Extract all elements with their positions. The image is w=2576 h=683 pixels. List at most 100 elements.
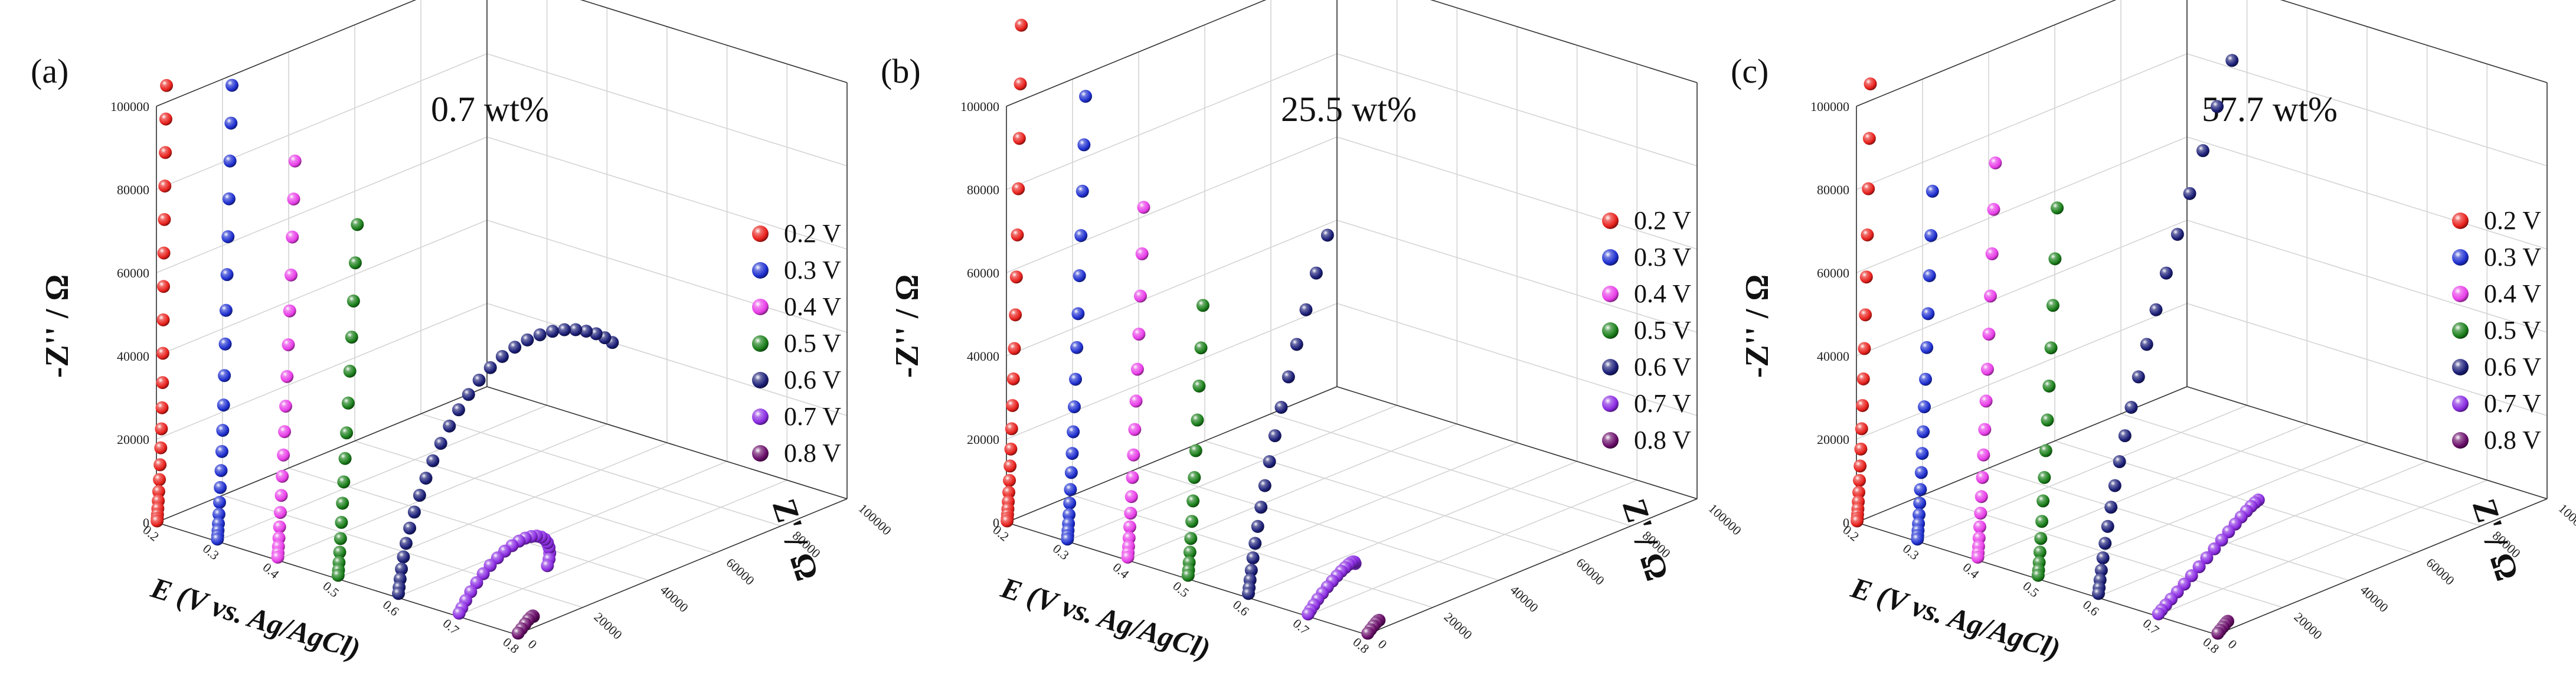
data-point <box>2036 494 2050 508</box>
data-point <box>1971 550 1985 564</box>
data-point <box>1064 483 1077 496</box>
legend-marker <box>1602 396 1619 412</box>
data-point <box>225 79 238 92</box>
data-point <box>1137 201 1150 214</box>
data-point <box>218 369 231 383</box>
data-point <box>1009 308 1022 322</box>
data-point <box>1014 77 1027 91</box>
legend-marker <box>2452 322 2469 339</box>
z-tick-label: 100000 <box>1810 99 1849 114</box>
legend-marker <box>1602 249 1619 266</box>
data-point <box>1980 362 1994 376</box>
data-point <box>1067 425 1080 439</box>
z-tick-label: 60000 <box>117 266 149 280</box>
panel-0: 0200004000060000800001000000.20.30.40.50… <box>31 0 894 665</box>
legend-marker <box>2452 249 2469 266</box>
grid-line <box>1006 136 1338 273</box>
data-point <box>219 303 233 317</box>
data-point <box>334 532 347 545</box>
data-point <box>158 213 171 226</box>
data-point <box>2215 533 2228 547</box>
data-point <box>558 323 571 336</box>
data-point <box>1005 422 1018 436</box>
data-point <box>2094 564 2108 577</box>
z-axis-title: -Z'' / Ω <box>889 274 926 378</box>
legend-label: 0.5 V <box>1634 316 1691 345</box>
data-point <box>1064 466 1078 479</box>
data-point <box>2101 519 2114 533</box>
y-tick-label: 0 <box>525 636 540 652</box>
grid-line <box>156 303 488 440</box>
data-point <box>1858 342 1871 355</box>
data-point <box>154 441 168 455</box>
data-point <box>1920 341 1934 354</box>
data-point <box>341 396 355 410</box>
data-point <box>153 473 166 486</box>
data-point <box>1979 394 1993 408</box>
data-point <box>157 280 171 293</box>
data-point <box>1862 182 1875 195</box>
data-point <box>452 403 465 417</box>
data-point <box>286 230 299 244</box>
data-point <box>157 246 171 260</box>
data-point <box>1914 483 1927 496</box>
data-point <box>340 426 354 440</box>
data-point <box>1859 308 1872 322</box>
data-point <box>1124 506 1137 520</box>
data-point <box>1989 156 2002 170</box>
data-point <box>1189 444 1202 457</box>
data-point <box>399 537 413 550</box>
data-point <box>2183 187 2196 200</box>
data-point <box>1851 514 1864 528</box>
data-point <box>1186 494 1200 508</box>
data-point <box>1974 506 1987 520</box>
data-point <box>1862 132 1876 145</box>
data-point <box>351 218 364 231</box>
axis-line <box>2216 498 2548 635</box>
y-tick-label: 40000 <box>2358 582 2391 615</box>
data-point <box>1077 138 1091 152</box>
data-point <box>283 304 296 318</box>
data-point <box>2044 341 2058 355</box>
data-point <box>1982 328 1996 341</box>
data-point <box>1855 422 1868 436</box>
data-point <box>2124 401 2138 414</box>
panel-label: (c) <box>1731 52 1768 90</box>
data-point <box>2208 542 2221 555</box>
z-tick-label: 0 <box>143 515 149 530</box>
concentration-annotation: 0.7 wt% <box>431 90 549 129</box>
data-point <box>1254 501 1268 514</box>
axis-line <box>1006 0 1267 107</box>
axis-line <box>156 386 488 523</box>
data-point <box>1274 401 1288 414</box>
grid-line <box>1186 442 1518 579</box>
grid-line <box>2156 479 2487 617</box>
data-point <box>1268 429 1282 443</box>
data-point <box>476 567 490 580</box>
data-point <box>216 423 230 437</box>
data-point <box>1003 473 1016 487</box>
axis-line <box>2280 0 2548 83</box>
data-point <box>1973 520 1986 534</box>
data-point <box>152 485 165 498</box>
data-point <box>1009 270 1023 284</box>
y-tick-label: 100000 <box>1706 501 1744 538</box>
data-point <box>2108 479 2121 492</box>
data-point <box>271 550 285 564</box>
legend: 0.2 V 0.3 V 0.4 V 0.5 V 0.6 V 0.7 V 0.8 V <box>1602 206 1691 455</box>
data-point <box>2149 303 2163 316</box>
legend-label: 0.7 V <box>1634 389 1691 418</box>
data-point <box>1012 182 1025 195</box>
grid-line <box>156 136 488 273</box>
data-point <box>452 606 466 620</box>
data-point <box>1302 607 1315 621</box>
data-point <box>1192 379 1206 393</box>
grid-line <box>156 220 488 357</box>
z-tick-label: 80000 <box>117 182 149 197</box>
data-point <box>274 489 288 502</box>
z-tick-label: 80000 <box>967 182 999 197</box>
data-point <box>2092 587 2106 600</box>
data-point <box>343 364 357 378</box>
data-point <box>1983 289 1997 303</box>
data-point <box>282 338 295 352</box>
